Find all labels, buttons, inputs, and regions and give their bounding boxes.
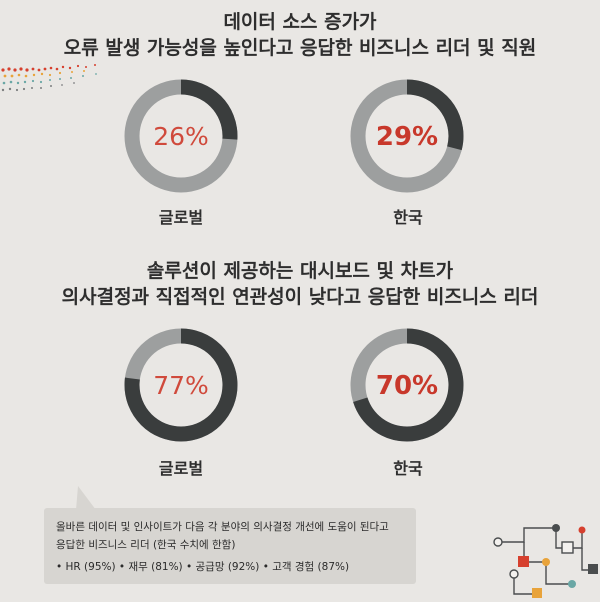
chart-1-title-line-2: 오류 발생 가능성을 높인다고 응답한 비즈니스 리더 및 직원 [63, 37, 537, 59]
chart-1-title-line-1: 데이터 소스 증가가 [223, 11, 377, 33]
donut-percentage-label: 29% [376, 122, 438, 152]
chart-1-label-korea: 한국 [393, 208, 423, 227]
note-line-2: 응답한 비즈니스 리더 (한국 수치에 한함) [56, 539, 236, 551]
donut-percentage-label: 26% [153, 122, 209, 151]
chart-1-label-global: 글로벌 [158, 208, 204, 227]
chart-2-label-global: 글로벌 [158, 459, 204, 478]
chart-2-title-line-2: 의사결정과 직접적인 연관성이 낮다고 응답한 비즈니스 리더 [61, 286, 539, 308]
chart-2-label-korea: 한국 [393, 459, 423, 478]
donut-percentage-label: 70% [376, 371, 438, 401]
chart-2-title: 솔루션이 제공하는 대시보드 및 차트가 의사결정과 직접적인 연관성이 낮다고… [0, 258, 600, 310]
note-line-3: • HR (95%) • 재무 (81%) • 공급망 (92%) • 고객 경… [56, 561, 350, 573]
chart-2-title-line-1: 솔루션이 제공하는 대시보드 및 차트가 [146, 260, 454, 282]
donut-value-arc [124, 328, 238, 442]
donut-value-arc [350, 328, 464, 442]
decorative-circuit-graphic [493, 524, 598, 598]
decorative-dots-graphic [1, 64, 97, 92]
donut-value-arc [350, 79, 464, 193]
donut-value-arc [124, 79, 238, 193]
callout-note: 올바른 데이터 및 인사이트가 다음 각 분야의 의사결정 개선에 도움이 된다… [44, 508, 416, 584]
chart-1-title: 데이터 소스 증가가 오류 발생 가능성을 높인다고 응답한 비즈니스 리더 및… [0, 9, 600, 61]
donut-percentage-label: 77% [153, 371, 209, 400]
callout-pointer [76, 486, 96, 510]
note-line-1: 올바른 데이터 및 인사이트가 다음 각 분야의 의사결정 개선에 도움이 된다… [56, 521, 389, 533]
